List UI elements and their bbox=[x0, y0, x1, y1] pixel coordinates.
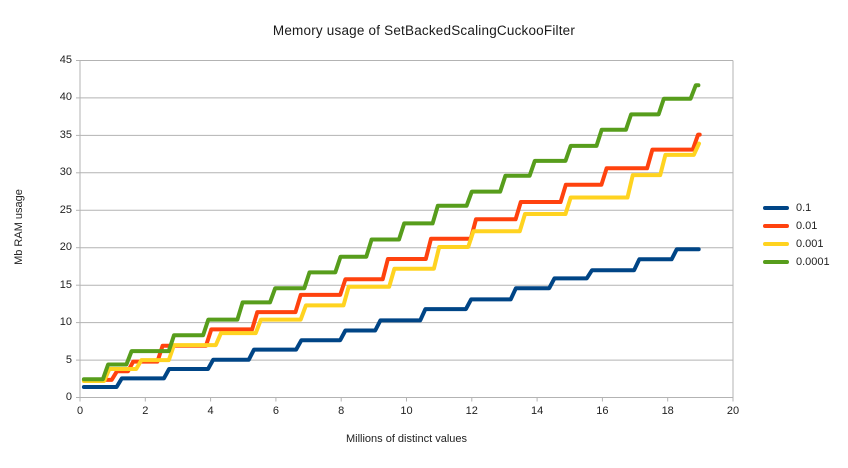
legend-label: 0.01 bbox=[796, 220, 818, 232]
series-line-0.001 bbox=[81, 141, 701, 383]
y-tick-label: 40 bbox=[59, 91, 72, 104]
x-axis-title: Millions of distinct values bbox=[345, 433, 468, 445]
y-tick-label: 15 bbox=[59, 278, 72, 291]
y-axis-title: Mb RAM usage bbox=[13, 189, 25, 265]
x-tick-label: 10 bbox=[400, 404, 413, 417]
x-tick-label: 18 bbox=[661, 404, 674, 417]
legend-label: 0.0001 bbox=[796, 256, 830, 268]
x-tick-label: 14 bbox=[530, 404, 544, 417]
x-tick-label: 2 bbox=[142, 404, 149, 417]
legend-swatch-icon bbox=[763, 260, 789, 264]
legend-label: 0.001 bbox=[796, 238, 824, 250]
chart-title: Memory usage of SetBackedScalingCuckooFi… bbox=[272, 23, 576, 38]
legend-swatch-icon bbox=[763, 224, 789, 228]
x-tick-label: 16 bbox=[596, 404, 609, 417]
legend-label: 0.1 bbox=[796, 202, 812, 214]
x-tick-label: 20 bbox=[726, 404, 740, 417]
legend-item: 0.1 bbox=[763, 199, 830, 217]
legend-item: 0.01 bbox=[763, 217, 830, 235]
legend-item: 0.0001 bbox=[763, 253, 830, 271]
y-tick-label: 0 bbox=[65, 391, 72, 403]
series-line-0.1 bbox=[81, 247, 701, 389]
y-tick-label: 35 bbox=[59, 128, 72, 141]
y-tick-label: 10 bbox=[59, 316, 72, 329]
legend-item: 0.001 bbox=[763, 235, 830, 253]
y-tick-label: 30 bbox=[59, 166, 72, 179]
x-tick-label: 8 bbox=[338, 404, 345, 417]
y-tick-label: 45 bbox=[59, 54, 72, 66]
legend: 0.1 0.01 0.001 0.0001 bbox=[763, 199, 830, 271]
x-tick-label: 6 bbox=[272, 404, 279, 417]
legend-swatch-icon bbox=[763, 206, 789, 210]
x-tick-label: 0 bbox=[76, 404, 84, 417]
y-tick-label: 25 bbox=[59, 203, 72, 216]
series-line-0.0001 bbox=[81, 83, 701, 382]
x-tick-label: 12 bbox=[465, 404, 478, 417]
y-tick-label: 20 bbox=[59, 241, 72, 254]
y-tick-label: 5 bbox=[65, 353, 72, 366]
legend-swatch-icon bbox=[763, 242, 789, 246]
x-tick-label: 4 bbox=[207, 404, 214, 417]
